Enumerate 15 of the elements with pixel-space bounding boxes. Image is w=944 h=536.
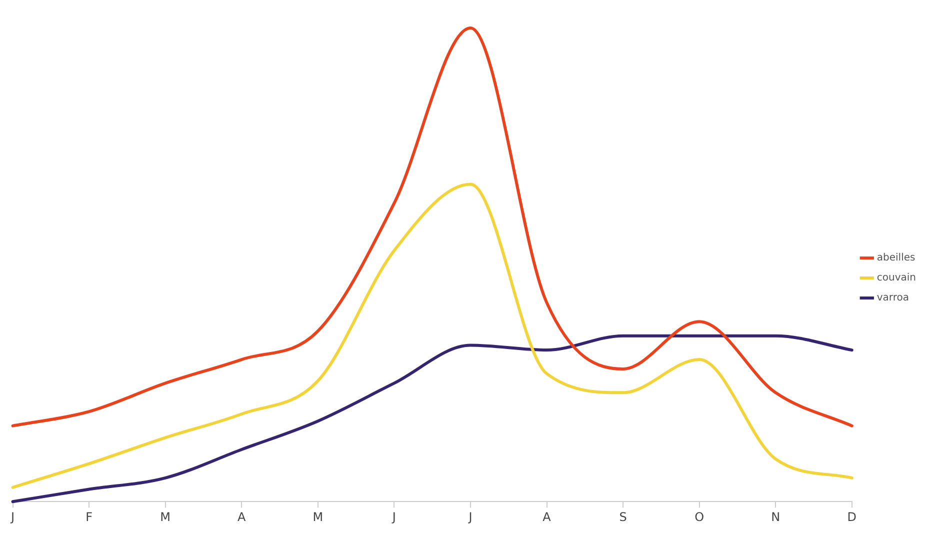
x-tick-label: J	[468, 510, 472, 524]
x-tick-label: M	[312, 510, 324, 524]
x-tick-label: S	[619, 510, 627, 524]
x-tick-label: J	[391, 510, 396, 524]
x-tick-label: M	[160, 510, 171, 524]
x-tick-label: A	[542, 510, 552, 524]
x-tick-label: D	[847, 510, 857, 524]
x-tick-label: J	[10, 510, 15, 524]
x-tick-label: N	[771, 510, 780, 524]
legend-label: varroa	[876, 292, 910, 304]
x-tick-label: A	[238, 510, 247, 524]
x-tick-label: F	[86, 510, 93, 524]
legend-label: couvain	[876, 272, 916, 284]
legend-label: abeilles	[876, 252, 916, 264]
x-tick-label: O	[694, 510, 704, 524]
